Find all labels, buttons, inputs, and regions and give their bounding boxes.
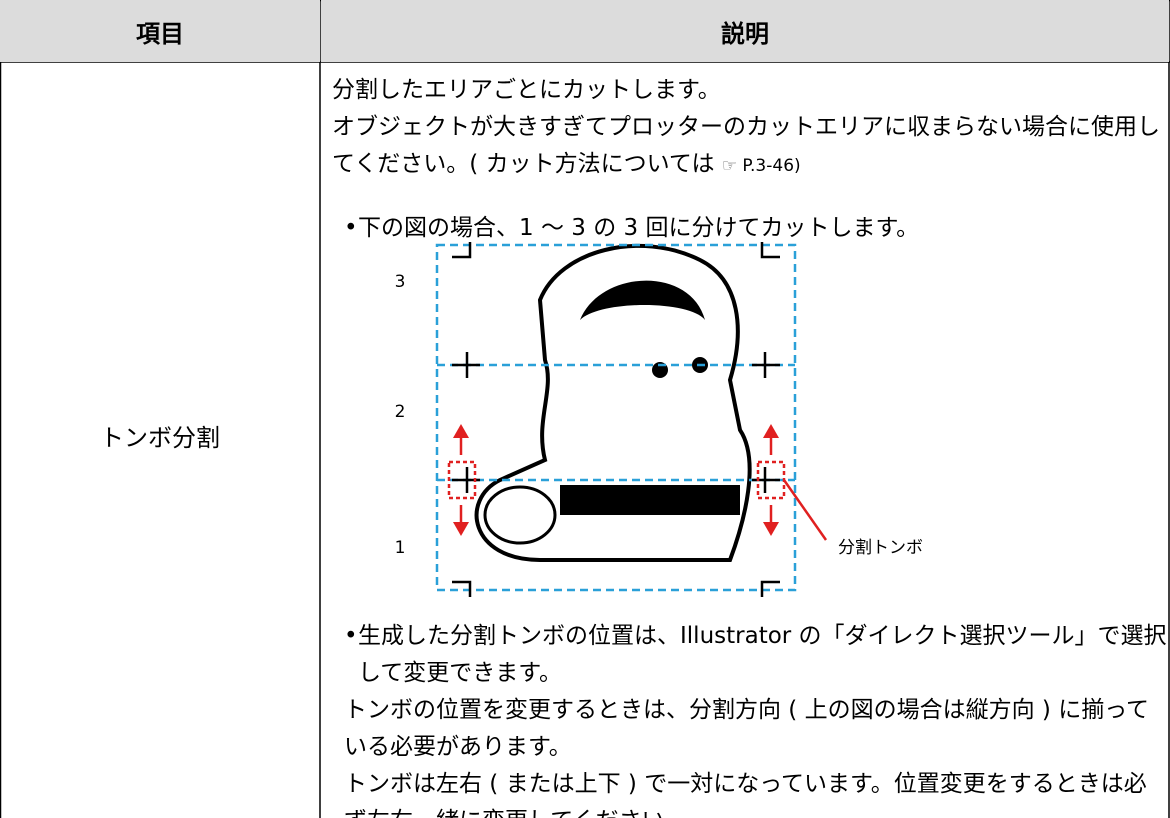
notes: 生成した分割トンボの位置は、Illustrator の「ダイレクト選択ツール」で… [332,618,1168,818]
header-cell: 項目 [0,0,320,62]
note: トンボは左右 ( または上下 ) で一対になっています。位置変更をするときは必ず… [344,771,1147,818]
area-label: 2 [395,402,406,422]
area-label: 1 [395,538,406,558]
paragraph: オブジェクトが大きすぎてプロッターのカットエリアに収まらない場合に使用してくださ… [332,109,1168,185]
paragraph: 分割したエリアごとにカットします。 [332,77,721,103]
header-cell: 説明 [321,0,1169,62]
note: トンボの位置を変更するときは、分割方向 ( 上の図の場合は縦方向 ) に揃ってい… [344,697,1150,760]
bullet: 生成した分割トンボの位置は、Illustrator の「ダイレクト選択ツール」で… [332,618,1168,692]
page-reference: P.3-46) [722,156,801,176]
item-cell: トンボ分割 [100,424,220,452]
description: 分割したエリアごとにカットします。 オブジェクトが大きすぎてプロッターのカットエ… [332,72,1168,185]
area-label: 3 [395,272,406,292]
callout-label: 分割トンボ [838,538,923,558]
paragraph-text: オブジェクトが大きすぎてプロッターのカットエリアに収まらない場合に使用してくださ… [332,114,1160,177]
figure: 3 2 1 分割トンボ [395,242,923,597]
bullet: 下の図の場合、1 〜 3 の 3 回に分けてカットします。 [332,210,1170,247]
